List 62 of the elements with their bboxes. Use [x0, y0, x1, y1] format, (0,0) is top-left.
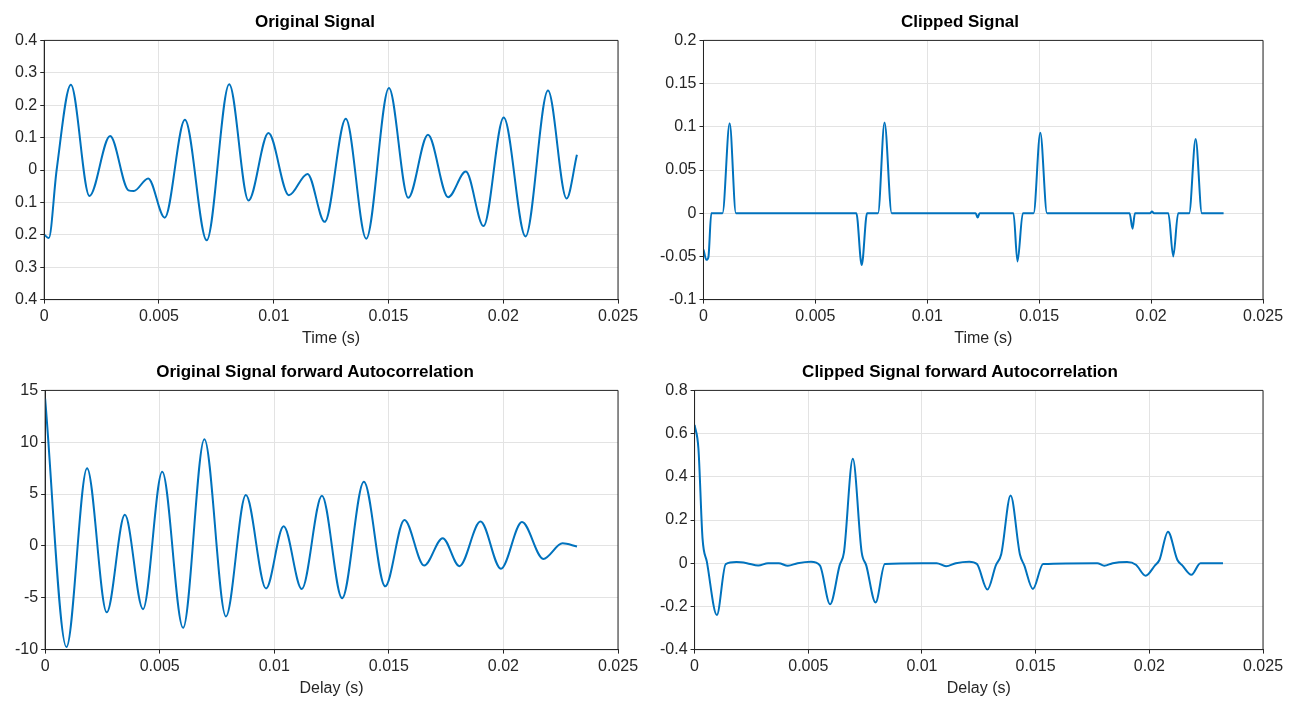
x-tick-label: 0.015	[368, 656, 409, 674]
y-tick-label: -0.05	[660, 246, 697, 264]
x-tick-label: 0.01	[911, 306, 943, 324]
y-tick-label: 0.05	[665, 160, 697, 178]
y-tick-label: 0.8	[665, 380, 688, 398]
y-tick-label: 0	[687, 203, 697, 221]
y-tick-label: 0	[678, 553, 688, 571]
x-tick-label: 0.01	[906, 656, 938, 674]
x-tick-label: 0.005	[795, 306, 836, 324]
y-tick-label: 0.2	[14, 225, 38, 243]
x-tick-label: 0.005	[139, 656, 180, 674]
y-tick-label: 0.4	[14, 30, 38, 48]
chart-title: Original Signal	[255, 11, 375, 31]
x-tick-label: 0.015	[1019, 306, 1060, 324]
line-series	[703, 121, 1225, 267]
y-tick-label: 0.1	[674, 117, 697, 135]
chart-title: Clipped Signal	[900, 11, 1020, 31]
line-series	[44, 83, 578, 242]
y-tick-label: 0.15	[665, 74, 697, 92]
x-axis-title: Time (s)	[954, 328, 1013, 346]
y-tick-label: 0.2	[665, 510, 688, 528]
y-tick-label: 0.3	[14, 257, 38, 275]
y-tick-label: 5	[29, 484, 39, 502]
x-axis-title: Delay (s)	[299, 678, 364, 696]
y-tick-label: -0.1	[668, 290, 697, 308]
y-tick-label: 10	[20, 432, 39, 450]
y-tick-label: 15	[20, 380, 39, 398]
x-tick-label: 0.025	[1242, 306, 1284, 324]
x-tick-label: 0.01	[258, 656, 290, 674]
y-tick-label: 0.1	[14, 192, 38, 210]
x-tick-label: 0.02	[1135, 306, 1167, 324]
x-tick-label: 0.015	[368, 306, 409, 324]
line-series	[694, 423, 1224, 617]
y-tick-label: 0.2	[674, 30, 697, 48]
x-tick-label: 0	[699, 306, 709, 324]
chart-title: Clipped Signal forward Autocorrelation	[802, 361, 1118, 381]
x-tick-label: 0.025	[597, 306, 639, 324]
y-tick-label: -5	[23, 588, 39, 606]
x-tick-label: 0.005	[788, 656, 829, 674]
x-tick-label: 0.01	[258, 306, 290, 324]
y-tick-label: -0.2	[659, 596, 688, 614]
x-axis-title: Time (s)	[302, 328, 361, 346]
x-axis-title: Delay (s)	[946, 678, 1011, 696]
y-tick-label: 0	[28, 160, 38, 178]
y-tick-label: 0.4	[665, 467, 688, 485]
y-tick-label: 0	[29, 536, 39, 554]
x-tick-label: 0.02	[487, 656, 520, 674]
x-tick-label: 0.025	[597, 656, 639, 674]
x-tick-label: 0.025	[1242, 656, 1284, 674]
y-tick-label: 0.2	[14, 95, 38, 113]
x-tick-label: 0.005	[138, 306, 180, 324]
x-tick-label: 0.015	[1015, 656, 1056, 674]
y-tick-label: 0.3	[14, 63, 38, 81]
y-tick-label: -10	[15, 640, 39, 658]
y-tick-label: 0.1	[14, 128, 38, 146]
x-tick-label: 0	[40, 656, 50, 674]
chart-title: Original Signal forward Autocorrelation	[156, 361, 474, 381]
y-tick-label: 0.4	[14, 290, 38, 308]
y-tick-label: 0.6	[665, 424, 688, 442]
y-tick-label: -0.4	[659, 640, 688, 658]
x-tick-label: 0.02	[1133, 656, 1165, 674]
x-tick-label: 0.02	[487, 306, 519, 324]
